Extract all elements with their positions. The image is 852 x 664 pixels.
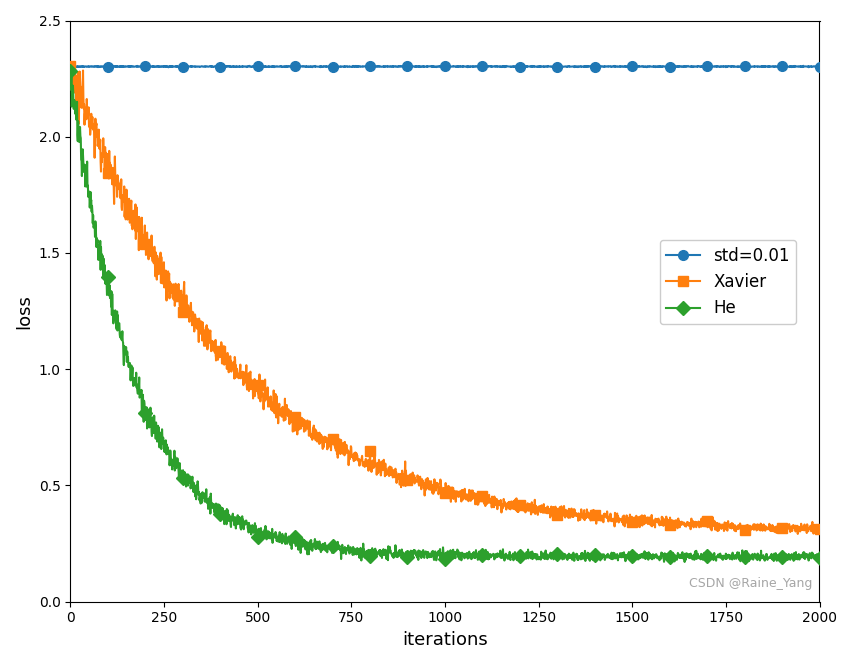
Xavier (344, 451, 354, 459)
Xavier (792, 530, 803, 538)
He (682, 552, 693, 560)
Line: He: He (66, 66, 825, 567)
He (106, 303, 116, 311)
std=0.01 (65, 62, 75, 70)
Line: std=0.01: std=0.01 (66, 61, 825, 72)
Xavier (515, 505, 526, 513)
std=0.01 (82, 62, 92, 70)
Xavier (106, 173, 116, 181)
Line: Xavier: Xavier (66, 58, 825, 539)
std=0.01 (106, 62, 116, 70)
He (515, 550, 526, 558)
Text: CSDN @Raine_Yang: CSDN @Raine_Yang (688, 577, 812, 590)
Xavier (132, 225, 142, 233)
X-axis label: iterations: iterations (402, 631, 487, 649)
Xavier (815, 525, 825, 533)
Xavier (68, 58, 78, 66)
std=0.01 (132, 62, 142, 70)
Xavier (65, 62, 75, 70)
He (344, 546, 354, 554)
std=0.01 (516, 62, 527, 70)
std=0.01 (164, 63, 174, 71)
Y-axis label: loss: loss (15, 293, 33, 329)
Legend: std=0.01, Xavier, He: std=0.01, Xavier, He (659, 240, 796, 324)
He (680, 558, 690, 566)
Xavier (83, 110, 93, 118)
Xavier (682, 518, 693, 526)
std=0.01 (143, 62, 153, 70)
std=0.01 (682, 62, 693, 70)
He (83, 183, 93, 191)
He (66, 66, 76, 74)
He (132, 386, 142, 394)
std=0.01 (344, 62, 354, 70)
std=0.01 (815, 62, 825, 70)
He (815, 554, 825, 562)
He (65, 68, 75, 76)
